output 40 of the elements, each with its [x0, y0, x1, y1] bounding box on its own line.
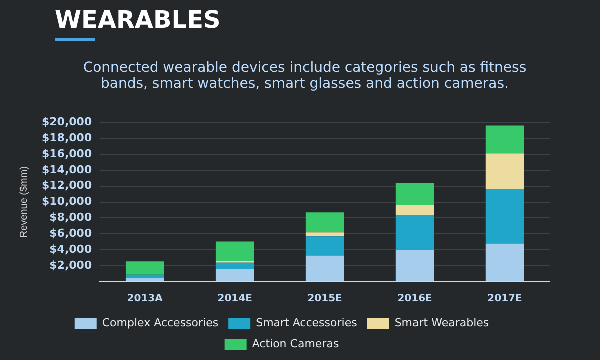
y-tick-label: $18,000	[42, 131, 92, 144]
bar	[486, 190, 524, 244]
chart-subtitle: Connected wearable devices include categories such as fitness bands, smart watches, smart glasses and action cameras.	[82, 60, 528, 92]
y-tick-label: $6,000	[50, 227, 92, 240]
y-tick-label: $14,000	[42, 163, 92, 176]
legend-label: Smart Accessories	[256, 316, 358, 330]
y-tick-label: $12,000	[42, 179, 92, 192]
legend-label: Smart Wearables	[394, 316, 490, 330]
legend-label: Action Cameras	[252, 337, 340, 350]
bar	[126, 274, 164, 278]
bar	[306, 236, 344, 256]
bar	[216, 262, 254, 270]
bar	[306, 232, 344, 237]
y-tick-label: $20,000	[42, 115, 92, 128]
x-tick-label: 2017E	[488, 294, 523, 305]
y-axis-title: Revenue ($mm)	[18, 166, 30, 238]
bar	[306, 256, 344, 282]
bar	[396, 250, 434, 282]
bar	[216, 269, 254, 282]
y-tick-label: $2,000	[50, 258, 92, 272]
bar	[396, 215, 434, 250]
bar	[396, 183, 434, 206]
y-tick-label: $16,000	[42, 147, 92, 160]
x-tick-label: 2013A	[127, 294, 164, 305]
y-tick-label: $10,000	[42, 195, 92, 208]
legend-label: Complex Accessories	[102, 316, 219, 330]
x-tick-label: 2016E	[398, 294, 433, 305]
x-tick-label: 2014E	[218, 294, 253, 305]
bar	[126, 262, 164, 275]
bar	[486, 126, 524, 154]
bar	[396, 205, 434, 216]
y-tick-label: $4,000	[50, 242, 92, 256]
bar	[216, 242, 254, 262]
bar	[306, 212, 344, 233]
chart-title: WEARABLES	[55, 6, 221, 34]
bar	[486, 244, 524, 282]
bar	[126, 278, 164, 282]
y-tick-label: $8,000	[50, 211, 92, 224]
bar	[486, 154, 524, 190]
x-tick-label: 2015E	[308, 294, 343, 305]
